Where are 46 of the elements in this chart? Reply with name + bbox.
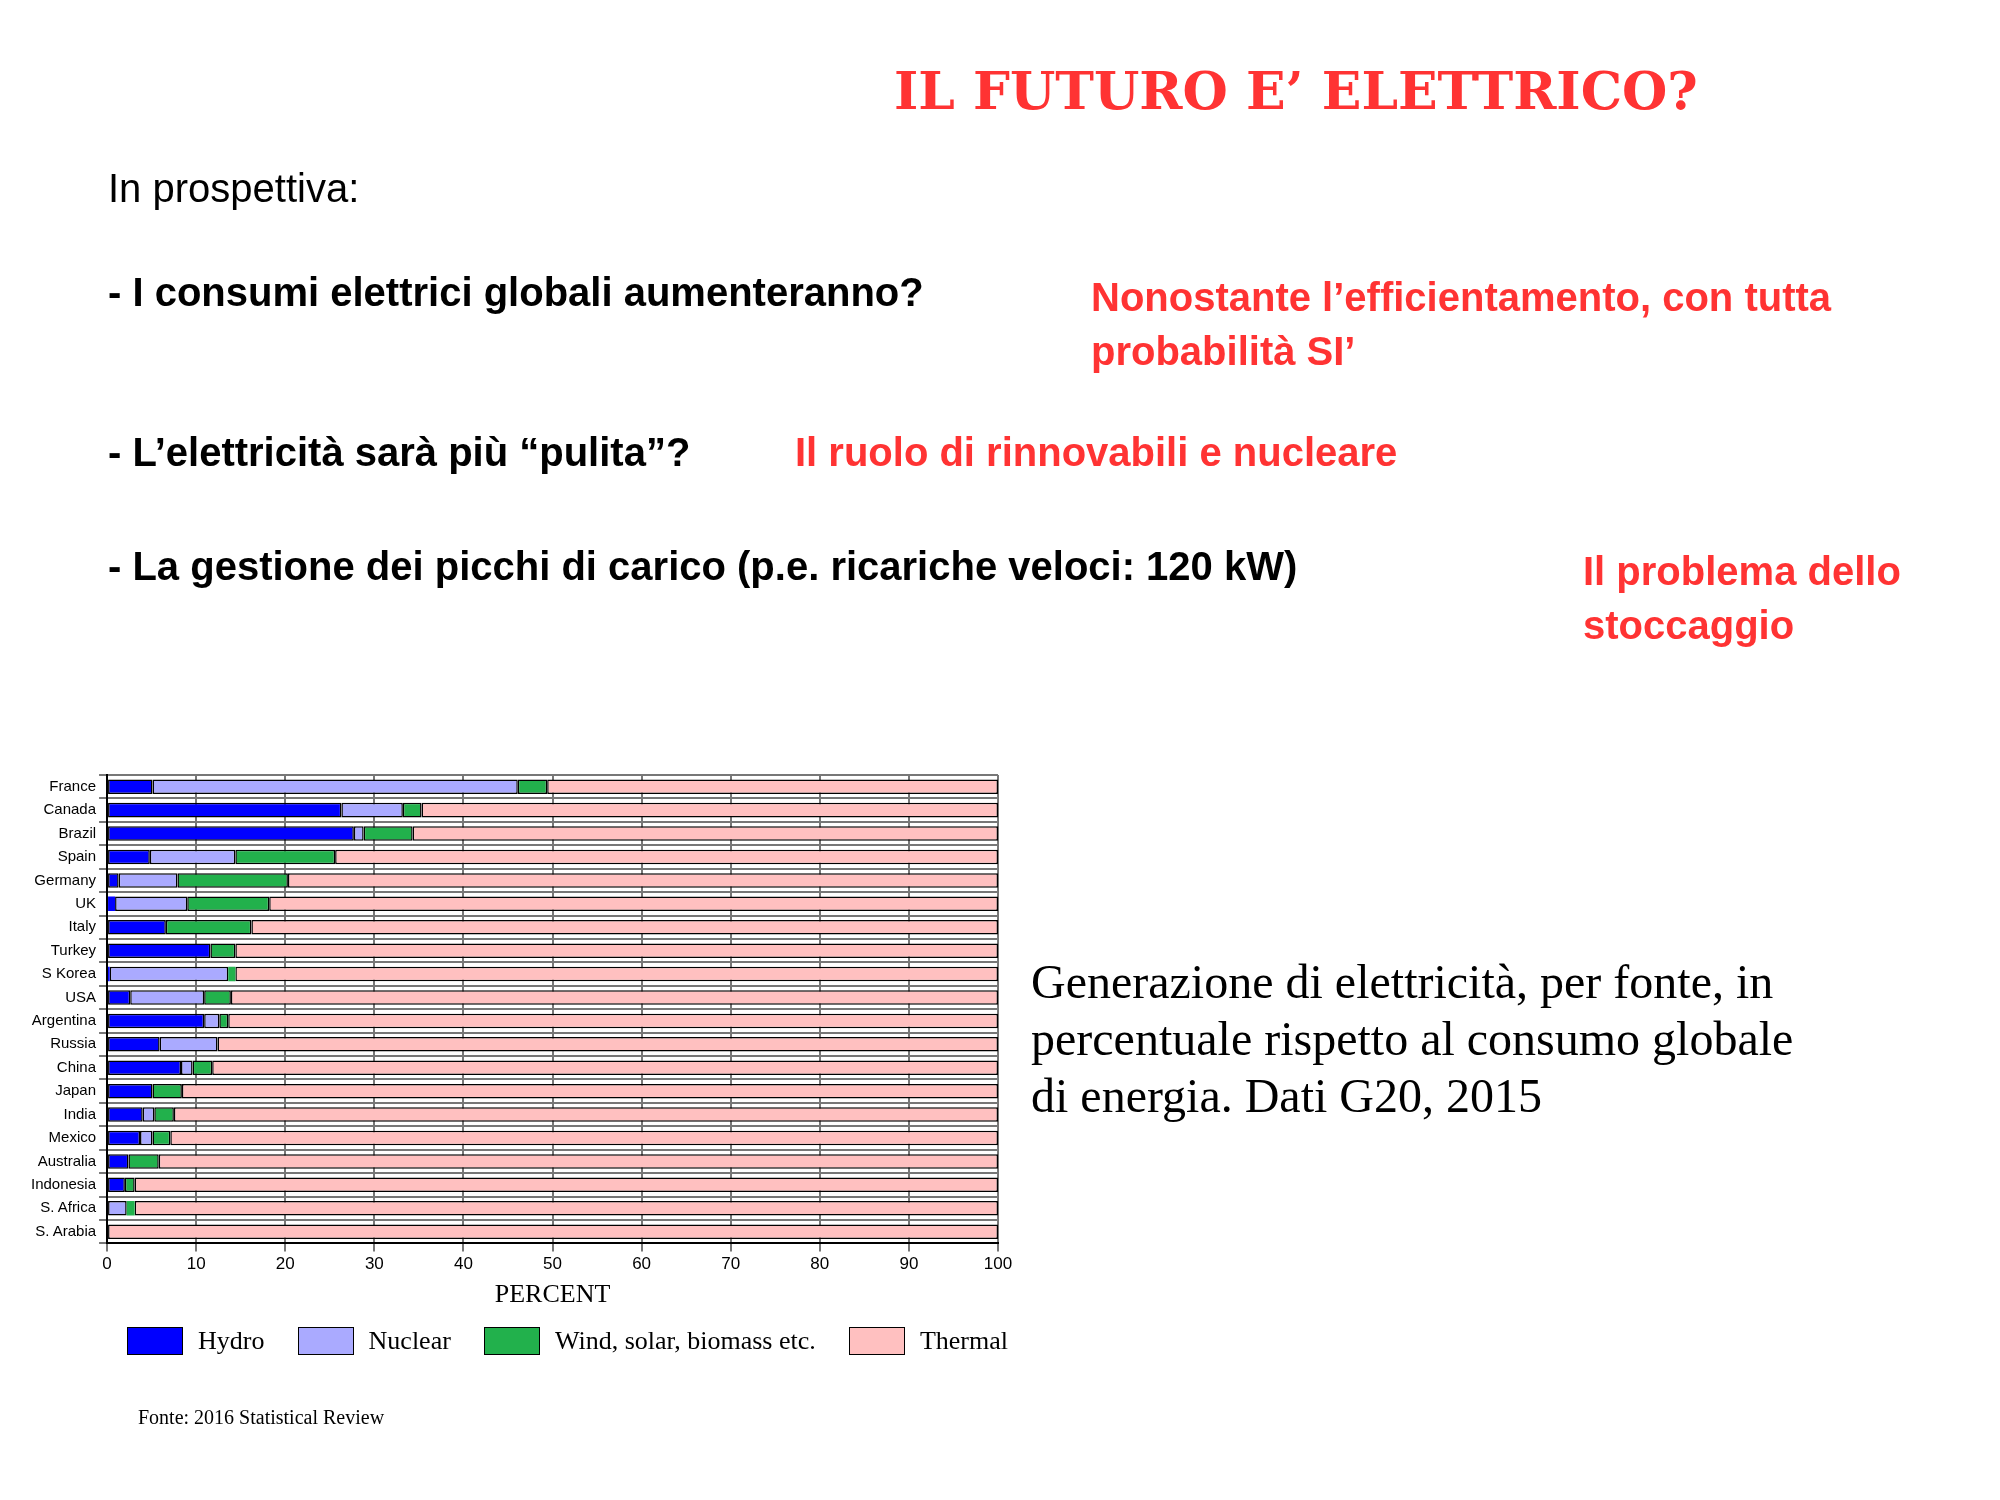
text: Il problema dello stoccaggio bbox=[1583, 548, 1902, 649]
y-tick-label: Brazil bbox=[58, 823, 97, 841]
x-tick-label: 40 bbox=[453, 1254, 473, 1274]
x-tick-label: 80 bbox=[810, 1254, 830, 1274]
y-tick-label: Australia bbox=[37, 1151, 97, 1169]
y-tick-label: Canada bbox=[43, 800, 97, 818]
x-tick-label: 100 bbox=[983, 1254, 1013, 1274]
y-tick-label: UK bbox=[75, 893, 97, 911]
legend-label: Hydro bbox=[198, 1326, 265, 1356]
x-tick-label: 10 bbox=[186, 1254, 206, 1274]
y-tick-label: Germany bbox=[34, 870, 97, 888]
x-tick-label: 30 bbox=[364, 1254, 384, 1274]
text: Nonostante l’efficientamento, con tutta probabilità SI’ bbox=[1091, 274, 1833, 375]
y-tick-label: S. Arabia bbox=[35, 1221, 97, 1239]
y-tick-label: Argentina bbox=[31, 1011, 97, 1029]
y-tick-label: Spain bbox=[57, 847, 97, 865]
source-note: Fonte: 2016 Statistical Review bbox=[138, 1406, 385, 1429]
text: Generazione di elettricità, per fonte, in percentuale rispetto al consumo globale di energia. Dati G20, 2015 bbox=[1031, 954, 1795, 1124]
y-tick-label: Indonesia bbox=[30, 1174, 97, 1192]
y-tick-label: Mexico bbox=[48, 1128, 97, 1146]
text: - L’elettricità sarà più “pulita”? bbox=[108, 430, 691, 475]
chart-subtitle: In prospettiva: bbox=[108, 166, 360, 211]
x-tick-label: 0 bbox=[102, 1254, 112, 1274]
x-tick-label: 90 bbox=[899, 1254, 919, 1274]
text: Il ruolo di rinnovabili e nucleare bbox=[795, 430, 1398, 475]
legend-label: Nuclear bbox=[368, 1326, 451, 1356]
x-tick-label: 20 bbox=[275, 1254, 295, 1274]
legend-label: Thermal bbox=[919, 1326, 1008, 1356]
text: - La gestione dei picchi di carico (p.e. ricariche veloci: 120 kW) bbox=[108, 544, 1298, 589]
y-tick-label: China bbox=[56, 1057, 97, 1075]
y-tick-label: India bbox=[63, 1104, 97, 1122]
y-tick-label: Turkey bbox=[50, 940, 97, 958]
text: IL FUTURO E’ ELETTRICO? bbox=[894, 60, 1698, 121]
x-tick-label: 50 bbox=[543, 1254, 562, 1274]
legend-label: Wind, solar, biomass etc. bbox=[555, 1326, 816, 1356]
x-tick-label: 60 bbox=[632, 1254, 652, 1274]
x-tick-label: 70 bbox=[721, 1254, 741, 1274]
y-tick-label: S Korea bbox=[41, 964, 97, 982]
x-axis-title: PERCENT bbox=[494, 1279, 611, 1309]
y-tick-label: France bbox=[49, 776, 97, 794]
y-tick-label: Russia bbox=[50, 1034, 97, 1052]
y-tick-label: USA bbox=[65, 987, 97, 1005]
y-tick-label: Japan bbox=[55, 1081, 97, 1099]
y-tick-label: Italy bbox=[68, 917, 97, 935]
y-tick-label: S. Africa bbox=[40, 1198, 97, 1216]
text: - I consumi elettrici globali aumenteranno? bbox=[108, 270, 924, 315]
